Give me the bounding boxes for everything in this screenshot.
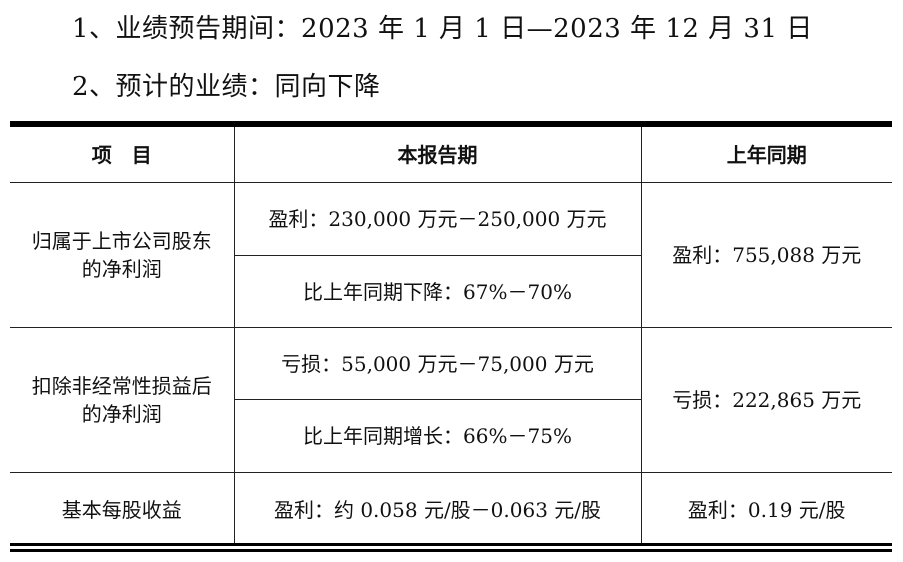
table-row: 归属于上市公司股东 的净利润 盈利：230,000 万元－250,000 万元 … [10,182,892,328]
current-net-profit-change: 比上年同期下降：67%－70% [234,255,641,328]
forecast-table: 项 目 本报告期 上年同期 归属于上市公司股东 的净利润 盈利：230,000 … [10,127,892,546]
table-row: 基本每股收益 盈利：约 0.058 元/股－0.063 元/股 盈利：0.19 … [10,472,892,546]
row-label-eps: 基本每股收益 [10,472,235,546]
table-row: 比上年同期增长：66%－75% [10,399,892,473]
forecast-period-line: 1、业绩预告期间：2023 年 1 月 1 日—2023 年 12 月 31 日 [72,14,813,44]
table-bottom-rule [10,543,892,546]
row-label-line: 的净利润 [81,402,162,426]
table-top-rule [10,121,892,127]
row-label-net-profit: 归属于上市公司股东 的净利润 [10,182,235,328]
row-label-line: 扣除非经常性损益后 [31,374,212,398]
table-row: 比上年同期下降：67%－70% [10,255,892,328]
prior-eps-value: 盈利：0.19 元/股 [640,472,892,546]
current-net-profit-value: 盈利：230,000 万元－250,000 万元 [233,182,642,256]
current-eps-value: 盈利：约 0.058 元/股－0.063 元/股 [233,472,642,546]
row-label-line: 的净利润 [81,257,162,281]
row-label-line: 归属于上市公司股东 [31,229,212,253]
table-header-row: 项 目 本报告期 上年同期 [10,127,892,183]
header-prior-period: 上年同期 [640,127,892,183]
row-label-net-profit-excl: 扣除非经常性损益后 的净利润 [10,327,235,473]
forecast-type-line: 2、预计的业绩：同向下降 [72,72,381,102]
prior-net-profit-value: 盈利：755,088 万元 [640,182,892,328]
header-item: 项 目 [10,127,235,183]
header-current-period: 本报告期 [233,127,642,183]
table-bottom-rule-double [10,549,892,552]
current-net-profit-excl-change: 比上年同期增长：66%－75% [234,399,641,473]
prior-net-profit-excl-value: 亏损：222,865 万元 [640,327,892,473]
table-row: 扣除非经常性损益后 的净利润 亏损：55,000 万元－75,000 万元 亏损… [10,327,892,473]
current-net-profit-excl-value: 亏损：55,000 万元－75,000 万元 [233,327,642,400]
